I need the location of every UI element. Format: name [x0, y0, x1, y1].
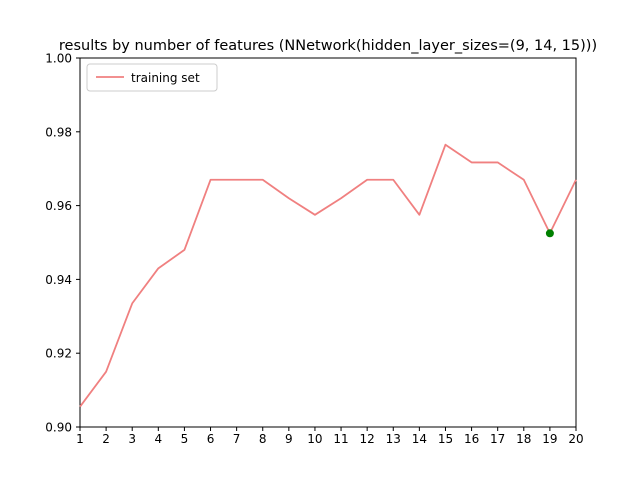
x-tick-label: 15 [438, 432, 453, 446]
x-tick-label: 1 [76, 432, 84, 446]
series-layer [79, 143, 577, 408]
x-tick-label: 17 [490, 432, 505, 446]
legend-box [86, 63, 218, 92]
y-tick-label: 0.96 [45, 199, 72, 213]
plot-frame [79, 57, 577, 428]
y-tick-label: 0.98 [45, 125, 72, 139]
x-tick-label: 6 [207, 432, 215, 446]
x-axis: 1 2 3 4 5 6 7 8 9 10 11 12 13 14 15 16 17 18 19 20 [76, 427, 584, 446]
x-tick-label: 8 [259, 432, 267, 446]
y-tick-label: 0.92 [45, 347, 72, 361]
plot-area [79, 57, 577, 428]
y-tick-label: 1.00 [45, 52, 72, 66]
x-tick-label: 3 [128, 432, 136, 446]
x-tick-label: 9 [285, 432, 293, 446]
x-tick-label: 20 [568, 432, 583, 446]
y-tick-label: 0.94 [45, 273, 72, 287]
x-tick-label: 13 [386, 432, 401, 446]
series-line-training-set [79, 143, 577, 408]
x-tick-label: 19 [542, 432, 557, 446]
x-tick-label: 14 [412, 432, 427, 446]
y-axis: 0.90 0.92 0.94 0.96 0.98 1.00 [45, 52, 80, 435]
chart-title: results by number of features (NNetwork(… [59, 38, 597, 54]
x-tick-label: 7 [233, 432, 241, 446]
x-tick-label: 5 [181, 432, 189, 446]
x-tick-label: 4 [154, 432, 162, 446]
legend: training set [86, 63, 218, 92]
x-tick-label: 11 [333, 432, 348, 446]
x-tick-label: 16 [464, 432, 479, 446]
y-tick-label: 0.90 [45, 421, 72, 435]
x-tick-label: 2 [102, 432, 110, 446]
x-tick-label: 18 [516, 432, 531, 446]
x-tick-label: 10 [307, 432, 322, 446]
highlight-point [545, 229, 554, 238]
legend-label: training set [131, 71, 200, 85]
x-tick-label: 12 [360, 432, 375, 446]
